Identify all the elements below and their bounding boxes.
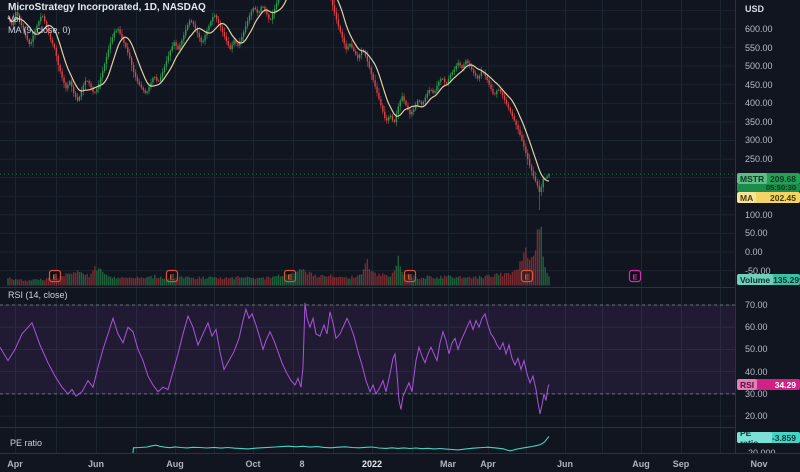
- time-tick: Apr: [7, 459, 23, 469]
- time-tick: 8: [299, 459, 305, 469]
- svg-text:E: E: [407, 273, 412, 282]
- pe-tick: -20.000: [745, 448, 776, 458]
- price-axis[interactable]: USD MSTR 209.68 05:50:30 MA 202.45 Volum…: [735, 0, 800, 458]
- ma-value-badge: MA 202.45: [737, 192, 800, 203]
- earnings-icon[interactable]: [48, 269, 62, 283]
- time-tick: 2022: [361, 459, 383, 469]
- time-tick: Jun: [556, 459, 573, 469]
- pe-badge-value: -3.859: [771, 432, 796, 443]
- pe-value-badge: PE ratio -3.859: [737, 432, 800, 443]
- volume-bars: [7, 226, 550, 286]
- time-tick: Nov: [750, 459, 768, 469]
- price-tick: 600.00: [745, 23, 773, 34]
- time-tick: Sep: [672, 459, 690, 469]
- pe-badge-label: PE ratio: [737, 432, 772, 443]
- time-axis[interactable]: Apr Jun Aug Oct 8 2022 Mar Apr Jun Aug Sep Nov: [0, 453, 800, 472]
- rsi-tick: 20.00: [745, 411, 768, 422]
- svg-text:E: E: [524, 273, 529, 282]
- rsi-tick: 60.00: [745, 322, 768, 333]
- rsi-line: [0, 302, 550, 415]
- last-price-badge-symbol: MSTR: [737, 173, 768, 184]
- grid-lines: [0, 0, 760, 453]
- price-tick: 250.00: [745, 154, 773, 165]
- ma-line: [7, 0, 550, 182]
- price-tick: 0.00: [745, 247, 763, 257]
- time-tick: Mar: [439, 459, 456, 469]
- price-axis-unit: USD: [745, 4, 765, 14]
- time-tick: Apr: [480, 459, 496, 469]
- time-tick: Aug: [632, 459, 650, 469]
- time-tick: Oct: [245, 459, 261, 469]
- svg-text:E: E: [287, 273, 292, 282]
- pe-line: [132, 436, 550, 453]
- volume-badge-value: 135.299K: [773, 274, 800, 285]
- earnings-icon[interactable]: [403, 269, 417, 283]
- rsi-tick: 30.00: [745, 388, 768, 399]
- rsi-value-badge: RSI 34.29: [737, 379, 800, 390]
- rsi-band: [0, 304, 735, 395]
- price-tick: -50.00: [745, 265, 771, 276]
- price-tick: 400.00: [745, 98, 773, 109]
- volume-value-badge: Volume 135.299K: [737, 274, 800, 285]
- time-tick: Aug: [166, 459, 184, 469]
- earnings-icon[interactable]: [520, 269, 534, 283]
- earnings-icon[interactable]: [165, 269, 179, 283]
- rsi-tick: 40.00: [745, 366, 768, 377]
- volume-badge-label: Volume: [737, 274, 774, 285]
- price-tick: 450.00: [745, 79, 773, 90]
- earnings-icon[interactable]: [628, 269, 642, 283]
- price-tick: 550.00: [745, 42, 773, 53]
- rsi-tick: 50.00: [745, 344, 768, 355]
- price-tick: 100.00: [745, 209, 773, 220]
- svg-text:E: E: [169, 273, 174, 282]
- candlesticks: [7, 0, 550, 211]
- price-tick: 300.00: [745, 135, 773, 146]
- svg-text:E: E: [632, 273, 637, 282]
- rsi-badge-value: 34.29: [774, 379, 796, 390]
- rsi-pane-label[interactable]: RSI (14, close): [8, 290, 68, 300]
- pe-pane-label[interactable]: PE ratio: [10, 438, 43, 448]
- bar-countdown: 05:50:30: [737, 184, 800, 192]
- rsi-tick: 70.00: [745, 300, 768, 310]
- price-tick: 500.00: [745, 61, 773, 72]
- last-price-badge-value: 209.68: [770, 173, 796, 184]
- price-tick: 50.00: [745, 228, 768, 239]
- price-tick: 350.00: [745, 116, 773, 127]
- earnings-icon[interactable]: [283, 269, 297, 283]
- svg-text:E: E: [52, 273, 57, 282]
- time-tick: Jun: [87, 459, 104, 469]
- ma-badge-label: MA: [737, 192, 757, 203]
- ma-badge-value: 202.45: [770, 192, 796, 203]
- last-price-badge: MSTR 209.68: [737, 173, 800, 184]
- rsi-badge-label: RSI: [737, 379, 758, 390]
